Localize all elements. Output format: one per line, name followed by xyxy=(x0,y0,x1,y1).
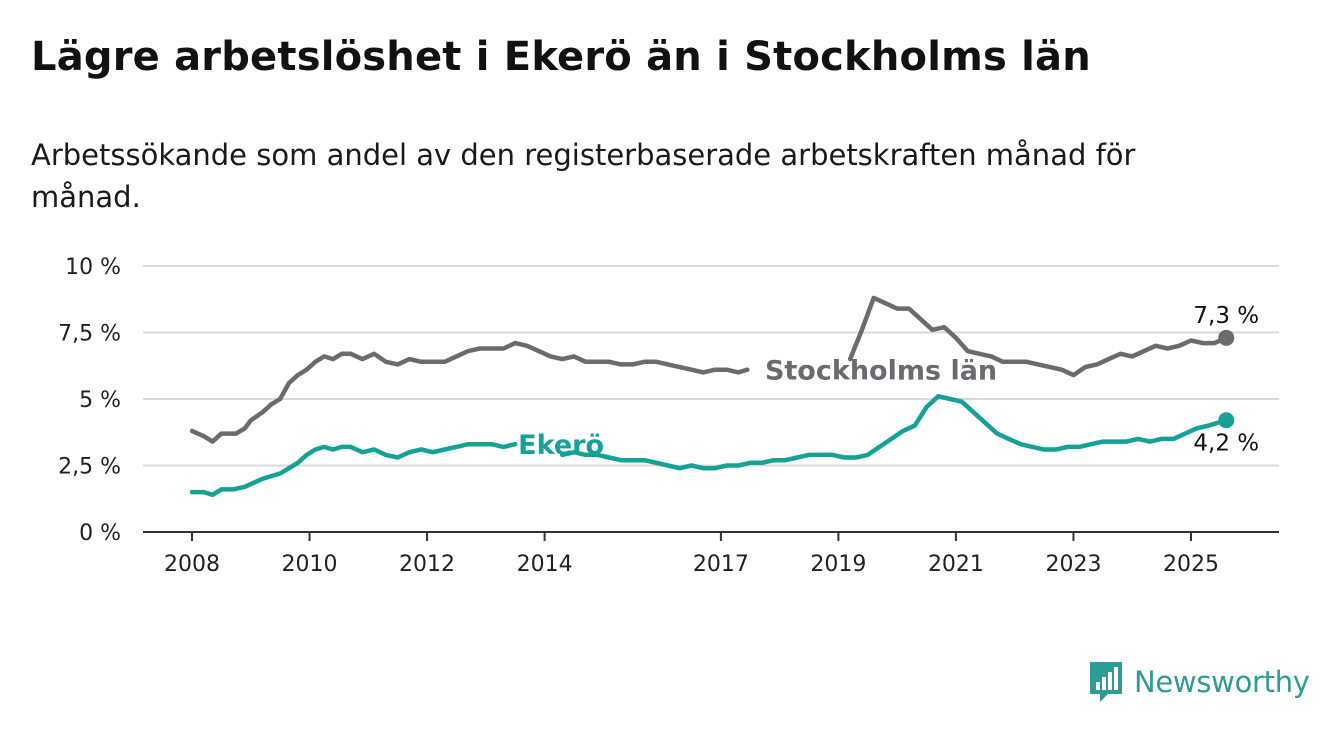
end-value-label: 4,2 % xyxy=(1193,430,1259,456)
y-tick-label: 5 % xyxy=(79,388,121,413)
x-tick-label: 2023 xyxy=(1045,552,1101,577)
end-value-label: 7,3 % xyxy=(1193,303,1259,329)
x-tick-label: 2014 xyxy=(517,552,573,577)
y-axis-ticks: 0 % 2,5 % 5 % 7,5 % 10 % xyxy=(58,255,121,546)
series-label: Ekerö xyxy=(518,430,604,461)
series-lines xyxy=(189,295,1229,498)
y-tick-label: 10 % xyxy=(65,255,121,280)
series-line-stockholms-ln xyxy=(847,295,1229,378)
series-line-eker xyxy=(189,441,518,498)
x-tick-label: 2010 xyxy=(282,552,338,577)
x-tick-label: 2012 xyxy=(399,552,455,577)
chart-subtitle: Arbetssökande som andel av den registerb… xyxy=(31,138,1136,214)
end-point xyxy=(1218,329,1235,346)
series-label: Stockholms län xyxy=(765,356,997,387)
y-tick-label: 7,5 % xyxy=(58,322,121,347)
series-line-eker xyxy=(559,394,1229,471)
series-line-stockholms-ln xyxy=(189,340,750,444)
end-point xyxy=(1218,412,1235,429)
x-tick-label: 2025 xyxy=(1163,552,1219,577)
x-tick-label: 2021 xyxy=(928,552,984,577)
x-axis: 2008 2010 2012 2014 2017 2019 2021 2023 2025 xyxy=(143,531,1279,577)
x-tick-label: 2019 xyxy=(810,552,866,577)
y-tick-label: 0 % xyxy=(79,521,121,546)
y-tick-label: 2,5 % xyxy=(58,455,121,480)
newsworthy-brand: Newsworthy xyxy=(1088,660,1310,704)
x-tick-label: 2008 xyxy=(164,552,220,577)
grid-lines xyxy=(143,265,1279,467)
chart-title: Lägre arbetslöshet i Ekerö än i Stockhol… xyxy=(31,34,1091,80)
x-tick-label: 2017 xyxy=(693,552,749,577)
brand-name: Newsworthy xyxy=(1134,665,1310,699)
series-labels: 7,3 % 4,2 % Stockholms län Ekerö xyxy=(518,303,1259,461)
newsworthy-logo-icon xyxy=(1090,662,1122,702)
